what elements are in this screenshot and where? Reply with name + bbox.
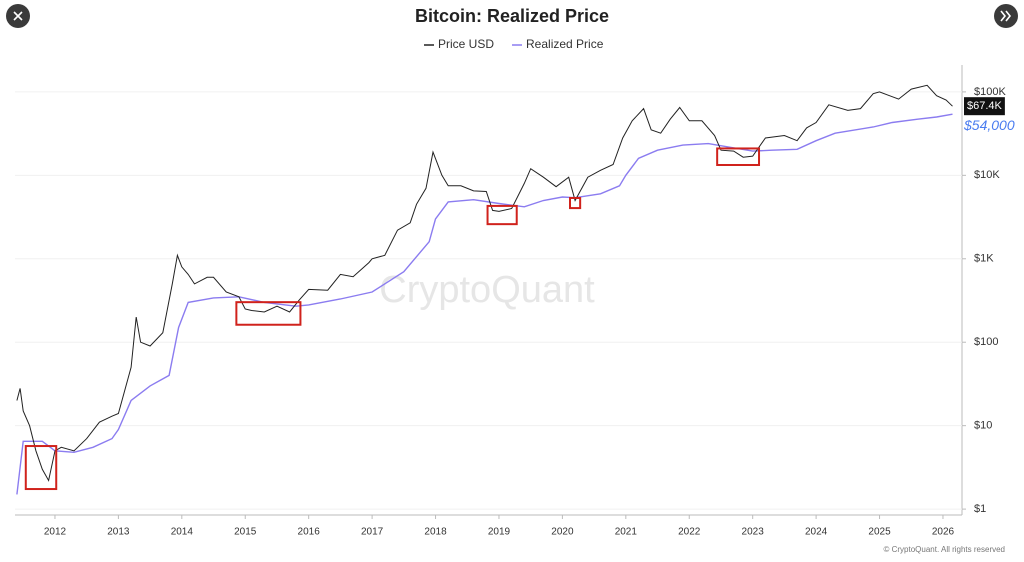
line-series	[16, 113, 953, 495]
x-tick-label: 2024	[805, 527, 828, 538]
close-button[interactable]	[6, 4, 30, 28]
highlight-box	[235, 301, 302, 326]
next-button[interactable]	[994, 4, 1018, 28]
legend-label: Price USD	[438, 37, 494, 51]
x-tick-label: 2013	[107, 527, 130, 538]
highlight-box	[486, 204, 518, 226]
y-tick-label: $10K	[974, 169, 1000, 181]
line-series	[16, 84, 953, 482]
x-tick-label: 2018	[424, 527, 447, 538]
y-tick-label: $100	[974, 336, 998, 348]
y-tick-label: $10	[974, 420, 992, 432]
end-label: $67.4K	[967, 100, 1003, 112]
highlight-box	[716, 147, 761, 166]
watermark: CryptoQuant	[379, 269, 595, 311]
close-glyph[interactable]	[13, 11, 23, 21]
y-tick-label: $1	[974, 503, 986, 515]
end-label: $54,000	[963, 117, 1015, 133]
next-glyph[interactable]	[1000, 10, 1012, 22]
footer: © CryptoQuant. All rights reserved	[884, 545, 1006, 554]
chart-title: Bitcoin: Realized Price	[415, 6, 609, 26]
y-tick-label: $100K	[974, 86, 1006, 98]
highlight-box	[569, 196, 582, 210]
x-tick-label: 2016	[298, 527, 321, 538]
end-label-box	[964, 97, 1005, 116]
legend: Price USD Realized Price	[424, 37, 604, 51]
x-tick-label: 2015	[234, 527, 257, 538]
x-tick-label: 2022	[678, 527, 701, 538]
x-tick-label: 2020	[551, 527, 574, 538]
highlight-box	[24, 445, 58, 491]
x-tick-label: 2025	[868, 527, 891, 538]
x-tick-label: 2026	[932, 527, 955, 538]
x-tick-label: 2017	[361, 527, 384, 538]
x-tick-label: 2023	[742, 527, 765, 538]
y-tick-label: $1K	[974, 253, 994, 265]
x-tick-label: 2012	[44, 527, 67, 538]
legend-label: Realized Price	[526, 37, 604, 51]
x-tick-label: 2019	[488, 527, 511, 538]
x-tick-label: 2021	[615, 527, 638, 538]
x-tick-label: 2014	[171, 527, 194, 538]
